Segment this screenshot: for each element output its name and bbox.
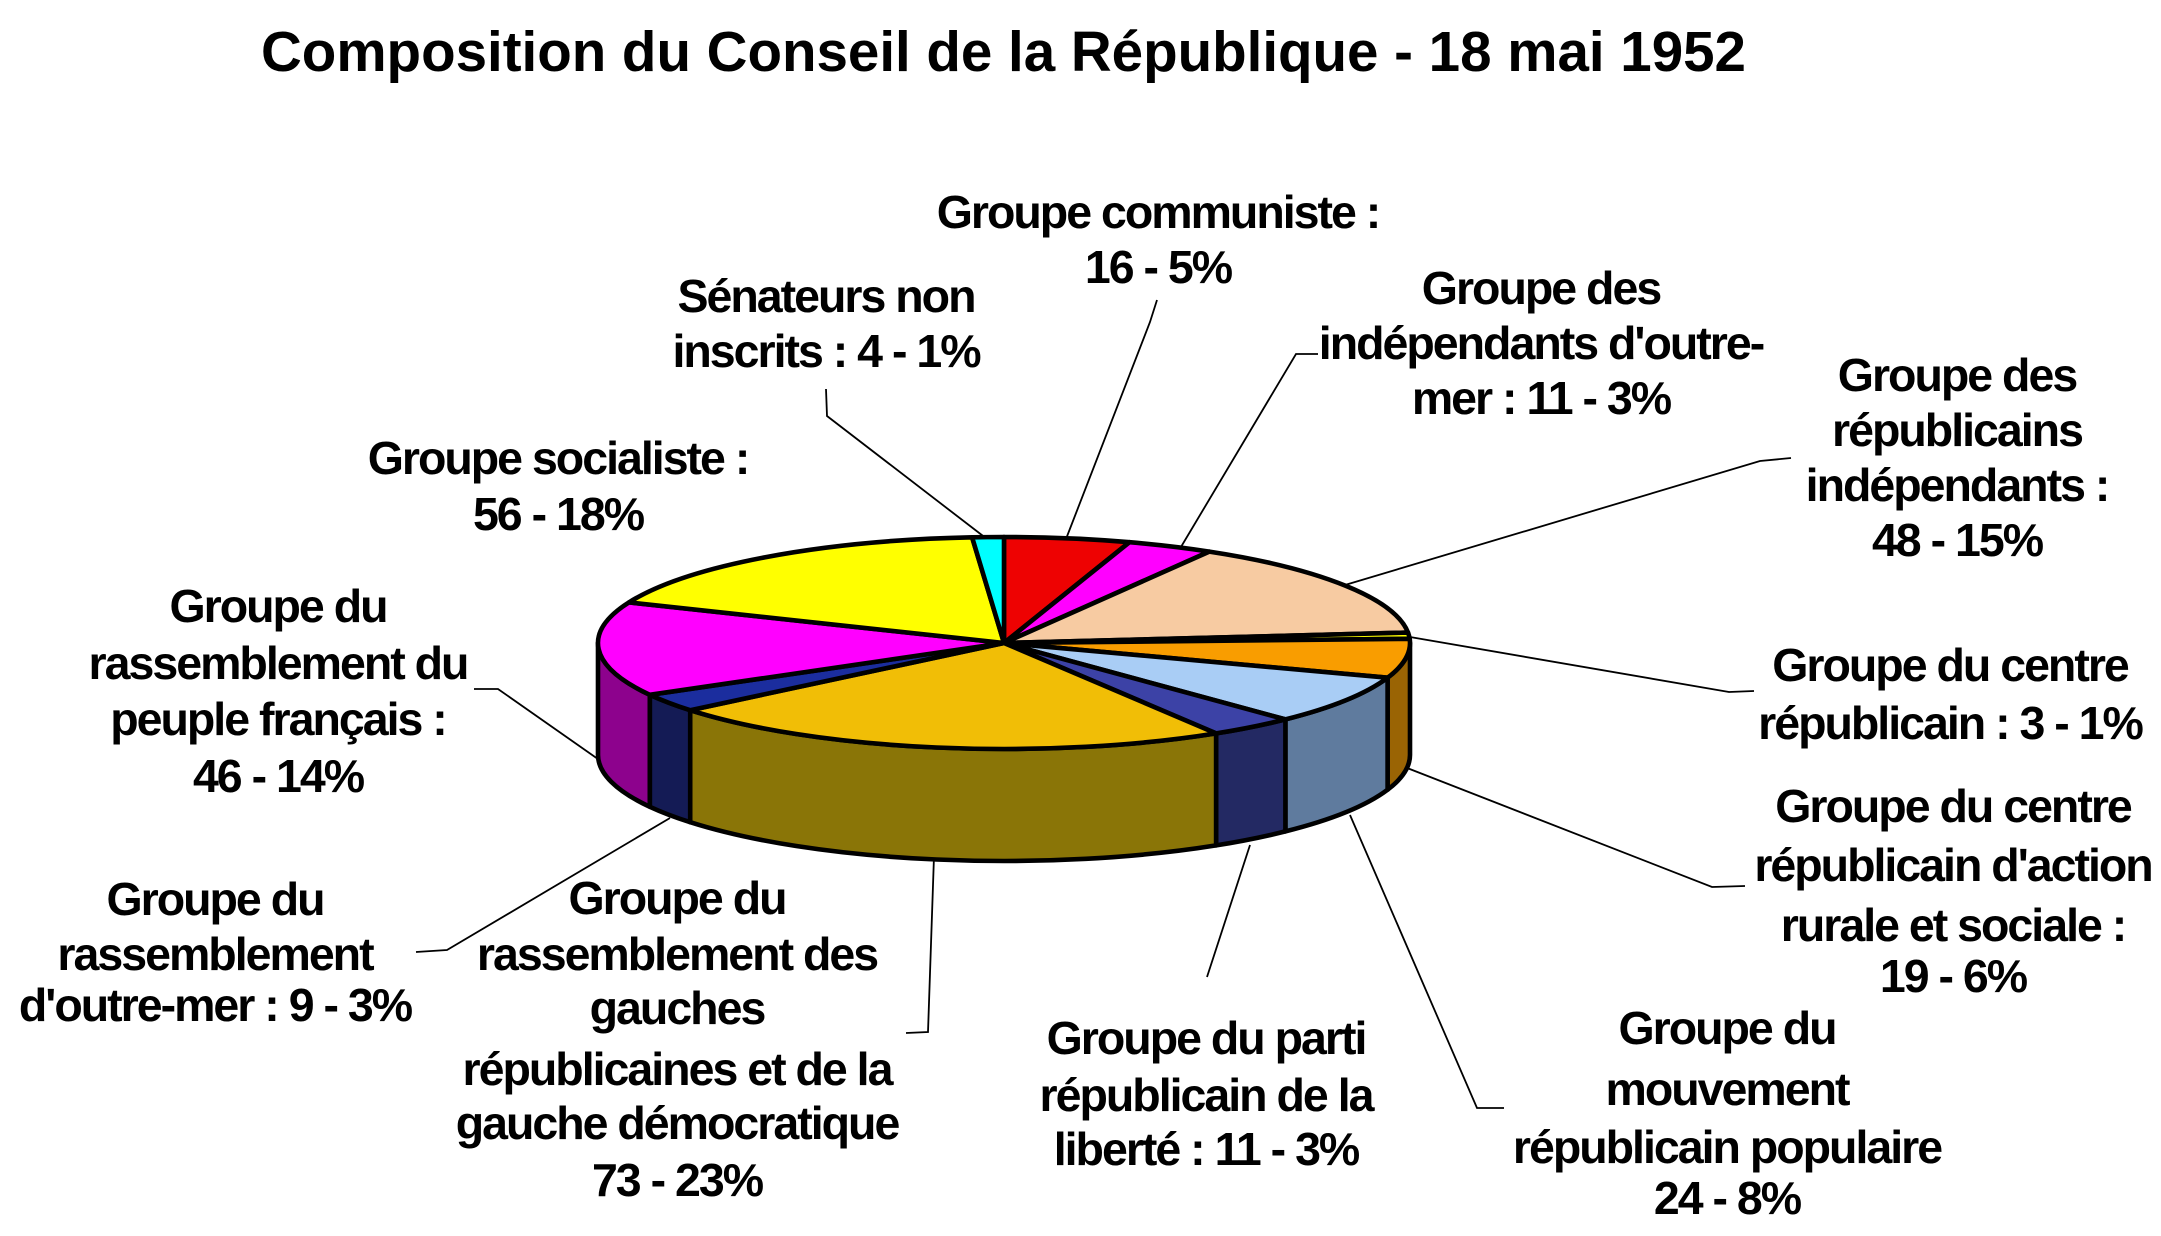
svg-text:Groupe du: Groupe du <box>106 873 323 925</box>
svg-text:liberté : 11 - 3%: liberté : 11 - 3% <box>1054 1123 1360 1175</box>
svg-text:46 - 14%: 46 - 14% <box>193 750 365 802</box>
svg-text:inscrits : 4 - 1%: inscrits : 4 - 1% <box>672 325 981 377</box>
svg-text:républicain d'action: républicain d'action <box>1754 839 2151 891</box>
svg-text:24 - 8%: 24 - 8% <box>1654 1172 1802 1224</box>
svg-text:rurale et sociale :: rurale et sociale : <box>1781 899 2126 951</box>
svg-text:Groupe du centre: Groupe du centre <box>1775 780 2132 832</box>
svg-text:Groupe du parti: Groupe du parti <box>1047 1012 1366 1064</box>
svg-text:48 - 15%: 48 - 15% <box>1872 514 2044 566</box>
svg-text:peuple français :: peuple français : <box>110 693 446 745</box>
svg-text:Composition du Conseil de la R: Composition du Conseil de la République … <box>261 20 1746 83</box>
svg-text:républicain : 3 - 1%: républicain : 3 - 1% <box>1758 697 2143 749</box>
svg-text:rassemblement des: rassemblement des <box>477 928 877 980</box>
svg-text:républicaines et de la: républicaines et de la <box>463 1043 895 1095</box>
svg-text:républicain de la: républicain de la <box>1040 1069 1376 1121</box>
svg-text:Groupe socialiste :: Groupe socialiste : <box>368 432 749 484</box>
svg-text:Groupe communiste :: Groupe communiste : <box>937 186 1380 238</box>
svg-text:Groupe du: Groupe du <box>1618 1002 1835 1054</box>
svg-text:rassemblement: rassemblement <box>57 928 374 980</box>
svg-text:Groupe du: Groupe du <box>169 580 386 632</box>
svg-text:mouvement: mouvement <box>1606 1063 1850 1115</box>
svg-text:indépendants :: indépendants : <box>1806 459 2109 511</box>
svg-text:19 - 6%: 19 - 6% <box>1880 950 2028 1002</box>
svg-text:d'outre-mer : 9 - 3%: d'outre-mer : 9 - 3% <box>19 979 413 1031</box>
svg-text:républicains: républicains <box>1832 404 2082 456</box>
svg-text:56 - 18%: 56 - 18% <box>473 488 645 540</box>
svg-text:Sénateurs non: Sénateurs non <box>678 270 975 322</box>
svg-text:gauche démocratique: gauche démocratique <box>456 1097 900 1149</box>
svg-text:Groupe des: Groupe des <box>1838 349 2077 401</box>
svg-text:républicain populaire: républicain populaire <box>1513 1121 1942 1173</box>
svg-text:indépendants d'outre-: indépendants d'outre- <box>1319 317 1764 369</box>
svg-text:Groupe du centre: Groupe du centre <box>1772 639 2129 691</box>
svg-text:mer : 11 - 3%: mer : 11 - 3% <box>1412 372 1672 424</box>
svg-text:73 - 23%: 73 - 23% <box>592 1154 764 1206</box>
svg-text:Groupe du: Groupe du <box>568 872 785 924</box>
svg-text:rassemblement du: rassemblement du <box>89 637 468 689</box>
svg-text:gauches: gauches <box>590 982 765 1034</box>
svg-text:Groupe des: Groupe des <box>1422 262 1661 314</box>
svg-text:16 - 5%: 16 - 5% <box>1085 241 1233 293</box>
